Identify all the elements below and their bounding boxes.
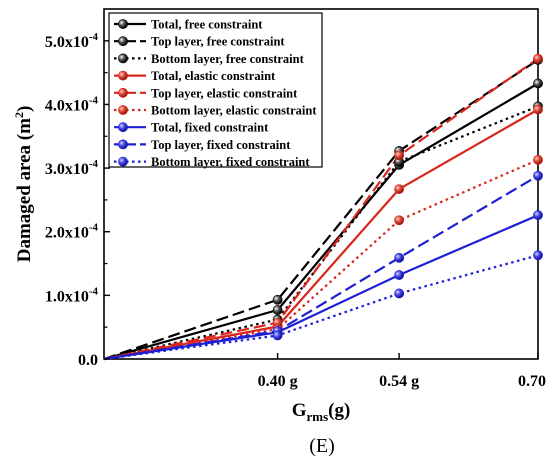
legend-marker — [118, 70, 128, 81]
legend-label: Top layer, fixed constraint — [151, 138, 291, 152]
data-point — [272, 305, 283, 315]
x-axis: 0.40 g 0.54 g 0.70 g — [258, 353, 550, 390]
legend-label: Top layer, free constraint — [151, 35, 285, 49]
x-tick-label: 0.70 g — [518, 373, 550, 390]
legend-marker — [118, 19, 128, 29]
legend-marker — [118, 87, 128, 98]
legend-marker — [118, 156, 128, 167]
legend-marker — [118, 36, 128, 47]
x-tick-label: 0.40 g — [258, 373, 298, 390]
series-markers — [272, 53, 543, 341]
legend-label: Total, free constraint — [151, 18, 263, 32]
data-point — [533, 250, 543, 261]
legend-label: Bottom layer, fixed constraint — [151, 155, 310, 169]
legend-label: Total, fixed constraint — [151, 121, 269, 135]
data-point — [272, 330, 283, 341]
series-line-7 — [103, 174, 539, 361]
y-axis-title: Damaged area (m2) — [12, 106, 35, 263]
data-point — [394, 184, 405, 194]
series-line-1 — [103, 58, 539, 361]
series-line-5 — [103, 158, 539, 361]
data-point — [533, 53, 543, 64]
y-tick-label: 0.0 — [78, 352, 98, 369]
y-tick-label: 1.0x10-4 — [45, 285, 99, 305]
data-point — [394, 270, 405, 280]
y-tick-label: 5.0x10-4 — [45, 31, 99, 51]
x-axis-title: Grms(g) — [292, 400, 351, 424]
data-point — [394, 252, 405, 263]
data-point — [533, 210, 543, 221]
y-axis: 0.0 1.0x10-4 2.0x10-4 3.0x10-4 4.0x10-4 5.0x1… — [45, 31, 110, 369]
legend-label: Bottom layer, elastic constraint — [151, 104, 317, 118]
data-point — [394, 288, 405, 299]
legend-label: Bottom layer, free constraint — [151, 52, 305, 66]
y-tick-label: 2.0x10-4 — [45, 222, 99, 242]
data-point — [533, 78, 543, 89]
y-tick-label: 4.0x10-4 — [45, 94, 99, 114]
legend-box — [108, 12, 323, 168]
legend-label: Total, elastic constraint — [151, 69, 276, 83]
data-point — [533, 170, 543, 181]
data-point — [533, 104, 543, 115]
legend-marker — [118, 139, 128, 150]
plot-frame — [103, 8, 539, 360]
legend-label: Top layer, elastic constraint — [151, 86, 298, 100]
y-tick-label: 3.0x10-4 — [45, 158, 99, 178]
data-point — [272, 294, 283, 305]
data-point — [533, 154, 543, 165]
x-tick-label: 0.54 g — [379, 373, 419, 390]
data-point — [394, 215, 405, 226]
series-lines — [103, 57, 539, 361]
legend-marker — [118, 105, 128, 115]
legend-marker — [118, 122, 128, 133]
data-point — [394, 150, 405, 161]
panel-label: (E) — [309, 435, 335, 457]
series-line-3 — [103, 108, 539, 361]
series-line-4 — [103, 57, 539, 361]
legend: Total, free constraint Top layer, free co… — [114, 18, 317, 169]
legend-marker — [118, 53, 128, 64]
